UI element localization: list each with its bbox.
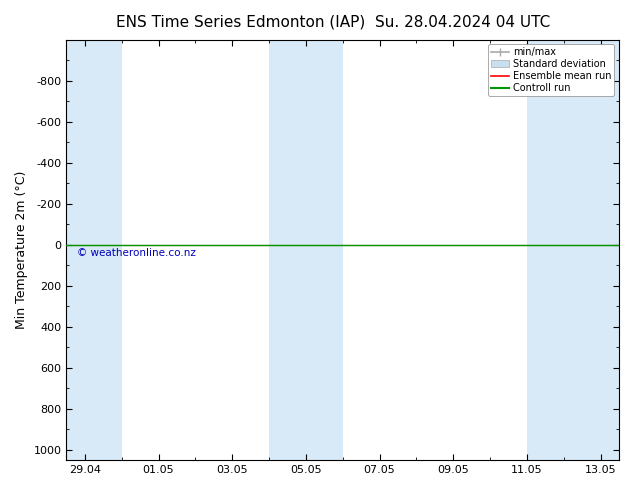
Bar [67,40,122,460]
Text: © weatheronline.co.nz: © weatheronline.co.nz [77,248,197,258]
Bar [269,40,343,460]
Text: ENS Time Series Edmonton (IAP): ENS Time Series Edmonton (IAP) [116,15,366,30]
Legend: min/max, Standard deviation, Ensemble mean run, Controll run: min/max, Standard deviation, Ensemble me… [488,45,614,96]
Bar [527,40,619,460]
Text: Su. 28.04.2024 04 UTC: Su. 28.04.2024 04 UTC [375,15,550,30]
Y-axis label: Min Temperature 2m (°C): Min Temperature 2m (°C) [15,171,28,329]
